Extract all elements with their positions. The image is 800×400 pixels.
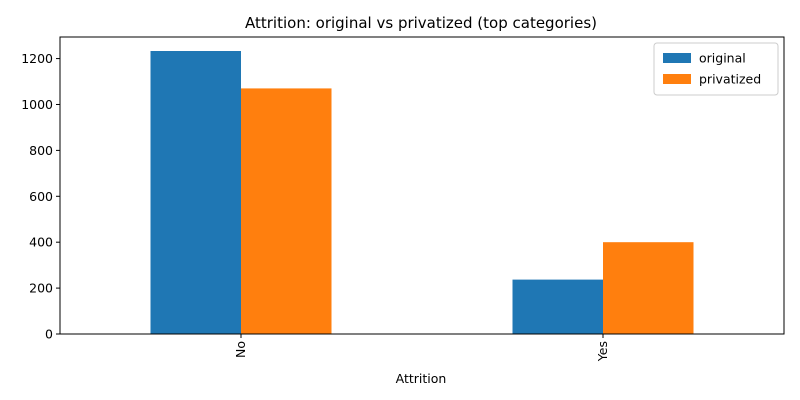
legend-label-original: original [699,51,746,66]
y-tick-label: 1000 [21,97,53,112]
y-tick-label: 200 [29,281,53,296]
y-axis: 0 200 400 600 800 1000 1200 [21,51,60,342]
x-axis-label: Attrition [396,371,447,386]
legend: original privatized [653,42,779,96]
legend-swatch-original [663,53,691,63]
x-tick-label: No [233,341,248,358]
bar-original-yes [512,279,603,334]
y-tick-label: 600 [29,189,53,204]
bar-privatized-no [241,88,332,334]
bar-original-no [150,51,241,335]
x-tick-label: Yes [595,341,610,362]
bars-group [150,51,694,335]
y-tick-label: 0 [45,327,53,342]
y-tick-label: 800 [29,143,53,158]
bar-privatized-yes [603,242,694,334]
chart-title: Attrition: original vs privatized (top c… [245,14,597,32]
plot-frame [59,36,785,335]
y-tick-label: 400 [29,235,53,250]
legend-label-privatized: privatized [699,72,761,87]
legend-swatch-privatized [663,74,691,84]
x-axis: No Yes [233,334,610,362]
y-tick-label: 1200 [21,51,53,66]
